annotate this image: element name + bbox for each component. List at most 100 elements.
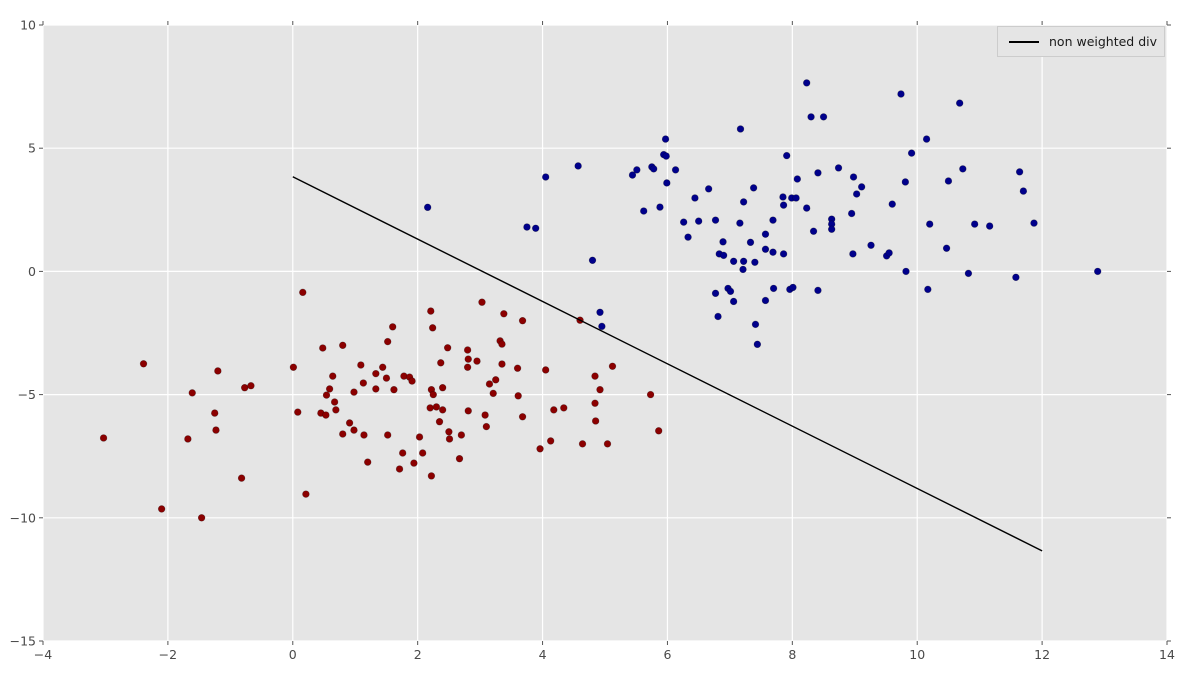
data-point-red-cluster (359, 379, 368, 387)
data-point-blue-cluster (926, 220, 934, 228)
data-point-red-cluster (410, 459, 418, 467)
data-point-blue-cluster (857, 183, 866, 191)
data-point-blue-cluster (753, 340, 762, 349)
data-point-red-cluster (212, 426, 220, 434)
data-point-blue-cluster (541, 173, 550, 181)
data-point-red-cluster (438, 384, 447, 392)
data-point-red-cluster (489, 389, 497, 398)
data-point-red-cluster (139, 360, 148, 368)
data-point-red-cluster (428, 324, 437, 332)
data-point-red-cluster (197, 514, 206, 522)
data-point-red-cluster (388, 323, 397, 331)
data-point-red-cluster (485, 380, 494, 388)
data-point-red-cluster (332, 406, 340, 414)
data-point-red-cluster (455, 454, 464, 463)
data-point-red-cluster (211, 409, 219, 417)
data-point-red-cluster (463, 346, 472, 354)
data-point-red-cluster (482, 422, 491, 431)
data-point-red-cluster (541, 366, 550, 374)
data-point-blue-cluster (691, 194, 699, 202)
data-point-red-cluster (591, 372, 599, 380)
data-point-blue-cluster (663, 179, 671, 187)
data-point-red-cluster (415, 433, 424, 441)
data-point-red-cluster (240, 384, 249, 392)
data-point-blue-cluster (814, 286, 822, 295)
data-point-blue-cluster (1093, 267, 1102, 276)
data-point-red-cluster (188, 389, 196, 397)
data-point-red-cluster (372, 385, 380, 393)
data-point-red-cluster (398, 449, 407, 457)
x-tick-label: 14 (1159, 647, 1175, 662)
data-point-red-cluster (514, 392, 522, 400)
data-point-red-cluster (329, 372, 337, 380)
data-point-blue-cluster (746, 238, 755, 247)
data-point-red-cluster (350, 388, 358, 396)
data-point-blue-cluster (661, 135, 670, 143)
data-point-blue-cluster (769, 248, 777, 256)
data-point-red-cluster (498, 360, 506, 368)
data-point-blue-cluster (769, 216, 777, 224)
data-point-blue-cluster (574, 162, 582, 170)
x-tick-label: −4 (34, 647, 52, 662)
x-tick-label: 8 (788, 647, 796, 662)
data-point-red-cluster (294, 408, 302, 416)
data-point-blue-cluster (739, 198, 748, 206)
data-point-red-cluster (464, 355, 472, 363)
data-point-blue-cluster (523, 223, 531, 231)
data-point-blue-cluster (970, 220, 979, 228)
data-point-red-cluster (345, 419, 354, 427)
data-point-red-cluster (330, 398, 339, 406)
data-point-blue-cluster (809, 227, 818, 235)
data-point-red-cluster (513, 364, 522, 372)
data-point-blue-cluster (719, 238, 727, 246)
data-point-blue-cluster (628, 171, 637, 179)
y-tick-label: 10 (20, 18, 36, 33)
data-point-blue-cluster (783, 151, 791, 160)
data-point-blue-cluster (726, 287, 735, 296)
data-point-blue-cluster (662, 152, 670, 160)
data-point-blue-cluster (964, 269, 973, 278)
data-point-blue-cluster (1030, 219, 1038, 227)
x-tick-label: −2 (159, 647, 177, 662)
data-point-blue-cluster (924, 285, 932, 294)
y-tick-label: −10 (10, 510, 36, 525)
x-tick-label: 12 (1034, 647, 1050, 662)
data-point-blue-cluster (650, 165, 658, 173)
x-tick-label: 0 (289, 647, 297, 662)
y-tick-label: 0 (28, 264, 36, 279)
legend-line-sample (1009, 40, 1039, 43)
data-point-red-cluster (492, 376, 500, 384)
data-point-blue-cluster (704, 185, 713, 193)
x-tick-label: 4 (539, 647, 547, 662)
data-point-blue-cluster (761, 230, 770, 238)
data-point-blue-cluster (802, 204, 811, 212)
data-point-blue-cluster (719, 251, 728, 260)
data-point-blue-cluster (694, 217, 703, 225)
data-point-red-cluster (383, 337, 392, 346)
data-point-red-cluster (383, 431, 392, 439)
data-point-red-cluster (438, 406, 447, 414)
data-point-red-cluster (322, 411, 330, 419)
data-point-red-cluster (319, 344, 327, 352)
data-point-red-cluster (646, 390, 655, 399)
data-point-blue-cluster (779, 250, 788, 258)
data-point-blue-cluster (922, 135, 931, 143)
data-point-red-cluster (214, 367, 222, 375)
data-point-red-cluster (364, 458, 372, 466)
data-point-blue-cluster (684, 233, 692, 241)
data-point-blue-cluster (751, 320, 760, 329)
data-point-red-cluster (427, 307, 435, 315)
data-point-red-cluster (596, 385, 604, 394)
data-point-blue-cluster (679, 218, 688, 226)
data-point-red-cluster (302, 490, 310, 498)
data-point-blue-cluster (901, 178, 910, 186)
data-point-red-cluster (237, 474, 246, 482)
data-point-blue-cluster (531, 224, 540, 232)
data-point-red-cluster (360, 431, 368, 439)
data-point-blue-cluster (789, 283, 797, 292)
data-point-blue-cluster (588, 256, 597, 265)
data-point-blue-cluster (867, 241, 875, 249)
data-point-red-cluster (463, 363, 472, 371)
data-point-red-cluster (325, 385, 334, 393)
